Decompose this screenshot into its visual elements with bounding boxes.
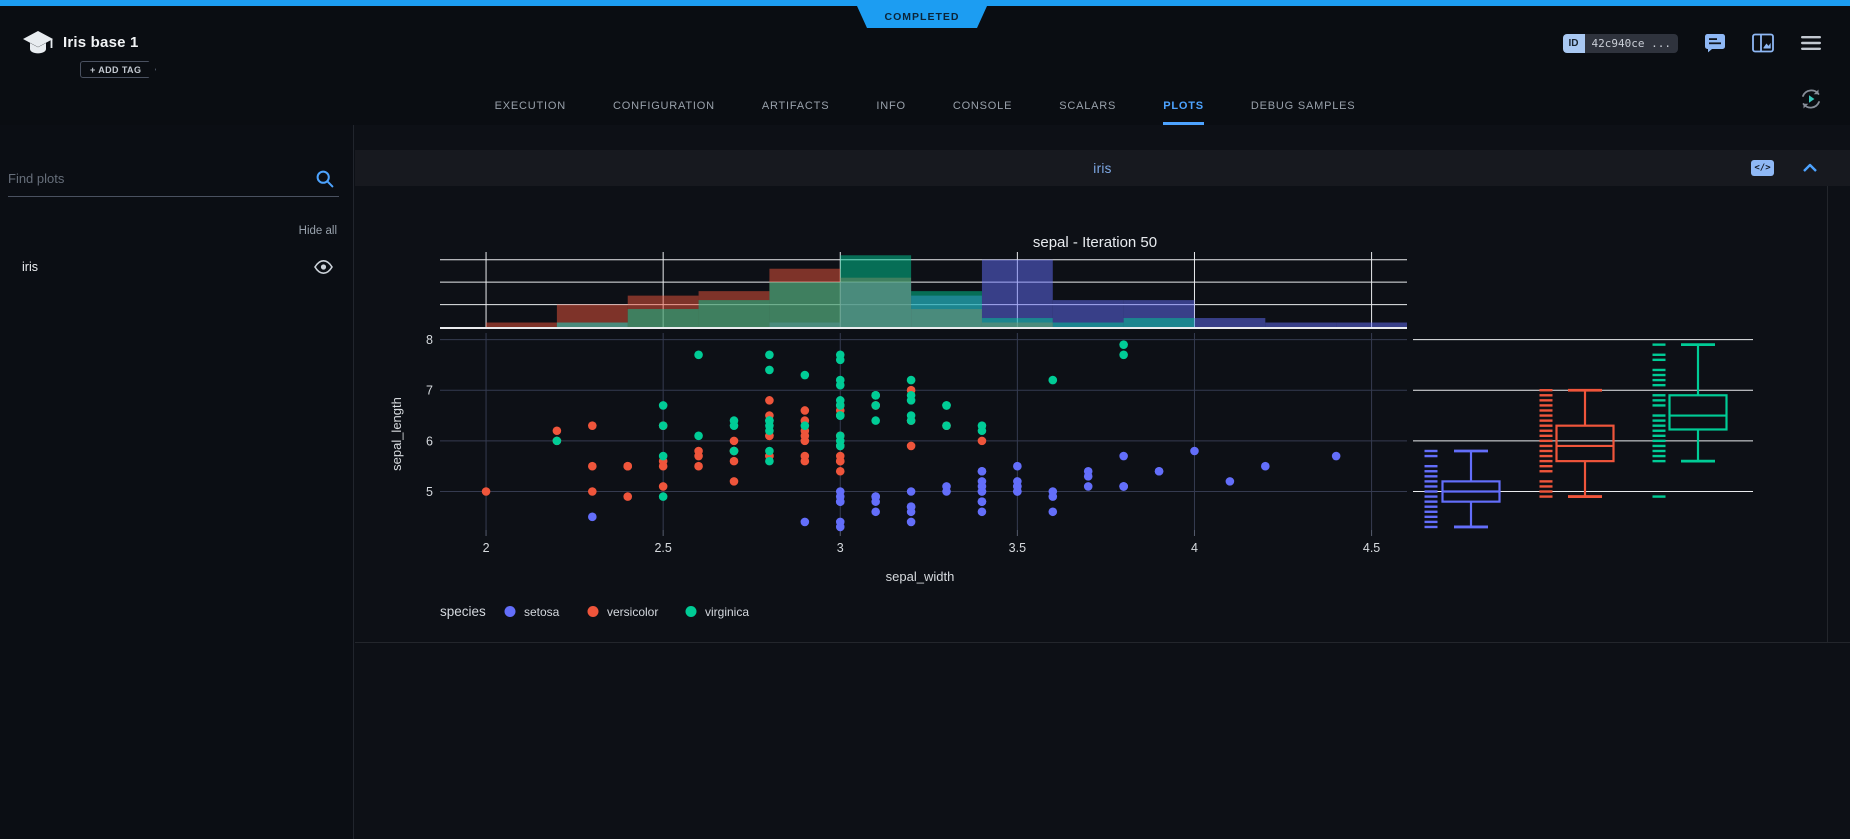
plot-search [8, 165, 339, 197]
menu-icon[interactable] [1800, 34, 1822, 52]
plot-group-title: iris [1093, 160, 1112, 176]
tab-console[interactable]: CONSOLE [952, 99, 1013, 112]
legend-item-virginica[interactable]: virginica [685, 605, 750, 619]
id-label: ID [1562, 33, 1585, 53]
legend-title: species [440, 604, 486, 619]
tab-configuration[interactable]: CONFIGURATION [612, 99, 715, 112]
marginal-histogram [486, 255, 1407, 327]
svg-text:5: 5 [426, 485, 433, 499]
x-axis-title: sepal_width [886, 569, 955, 584]
plot-list-item-iris[interactable]: iris [0, 249, 353, 285]
search-input[interactable] [8, 165, 309, 192]
legend-swatch-versicolor [587, 606, 599, 617]
svg-text:2: 2 [483, 541, 490, 555]
plot-item-label: iris [22, 260, 38, 274]
tab-artifacts[interactable]: ARTIFACTS [761, 99, 830, 112]
collapse-chevron-icon[interactable] [1802, 163, 1818, 173]
tab-scalars[interactable]: SCALARS [1059, 99, 1117, 112]
legend-item-versicolor[interactable]: versicolor [587, 605, 659, 619]
plot-card: sepal - Iteration 50 5 6 7 8 2 2.5 3 3.5 4 4.5 sepa… [355, 186, 1850, 643]
page-title: Iris base 1 [63, 34, 139, 51]
tab-execution[interactable]: EXECUTION [494, 99, 566, 112]
plots-content: iris </> sepal - Iteration 50 5 6 7 8 2 2.5 3 3.… [355, 125, 1850, 839]
chart-title: sepal - Iteration 50 [1033, 234, 1157, 251]
tab-plots[interactable]: PLOTS [1163, 87, 1204, 125]
add-tag-button[interactable]: + ADD TAG [80, 61, 156, 78]
scatter-series-setosa [588, 446, 1341, 532]
eye-icon[interactable] [314, 260, 333, 274]
experiment-id-chip[interactable]: ID 42c940ce ... [1562, 33, 1678, 53]
experiment-type-icon [23, 31, 53, 54]
y-axis-title: sepal_length [389, 397, 404, 471]
tab-info[interactable]: INFO [876, 99, 906, 112]
legend-swatch-virginica [685, 606, 697, 617]
auto-refresh-icon[interactable] [1798, 86, 1824, 117]
legend-item-setosa[interactable]: setosa [504, 605, 560, 619]
svg-text:6: 6 [426, 434, 433, 448]
legend-swatch-setosa [504, 606, 516, 617]
header-actions: ID 42c940ce ... [1562, 33, 1822, 53]
hide-all-link[interactable]: Hide all [298, 225, 337, 237]
plot-list: iris [0, 249, 353, 285]
svg-text:4: 4 [1191, 541, 1198, 555]
svg-text:7: 7 [426, 384, 433, 398]
svg-text:2.5: 2.5 [654, 541, 671, 555]
plots-sidebar: Hide all iris [0, 125, 354, 839]
svg-text:8: 8 [426, 333, 433, 347]
plot-group-header: iris </> [355, 150, 1850, 186]
comment-icon[interactable] [1704, 33, 1726, 53]
svg-text:3.5: 3.5 [1009, 541, 1026, 555]
status-badge: COMPLETED [857, 6, 987, 28]
marginal-box-versicolor [1539, 388, 1615, 498]
marginal-box-virginica [1652, 343, 1728, 498]
tab-debug-samples[interactable]: DEBUG SAMPLES [1250, 99, 1356, 112]
svg-text:4.5: 4.5 [1363, 541, 1380, 555]
legend-label: setosa [524, 605, 560, 619]
legend-label: virginica [705, 605, 749, 619]
scatter-series-virginica [552, 340, 1128, 501]
svg-text:3: 3 [837, 541, 844, 555]
panels-icon[interactable] [1752, 33, 1774, 53]
embed-code-icon[interactable]: </> [1751, 160, 1774, 176]
experiment-header: Iris base 1 + ADD TAG COMPLETED ID 42c94… [0, 0, 1850, 125]
tab-bar: EXECUTION CONFIGURATION ARTIFACTS INFO CONSO… [0, 87, 1850, 125]
search-icon[interactable] [315, 169, 335, 189]
marginal-box-setosa [1424, 449, 1501, 529]
top-accent-bar [0, 0, 1850, 6]
id-value: 42c940ce ... [1584, 33, 1678, 53]
iris-scatter-chart: sepal - Iteration 50 5 6 7 8 2 2.5 3 3.5 4 4.5 sepa… [389, 234, 1753, 619]
legend-label: versicolor [607, 605, 658, 619]
legend: species setosa versicolor virginica [440, 604, 749, 619]
